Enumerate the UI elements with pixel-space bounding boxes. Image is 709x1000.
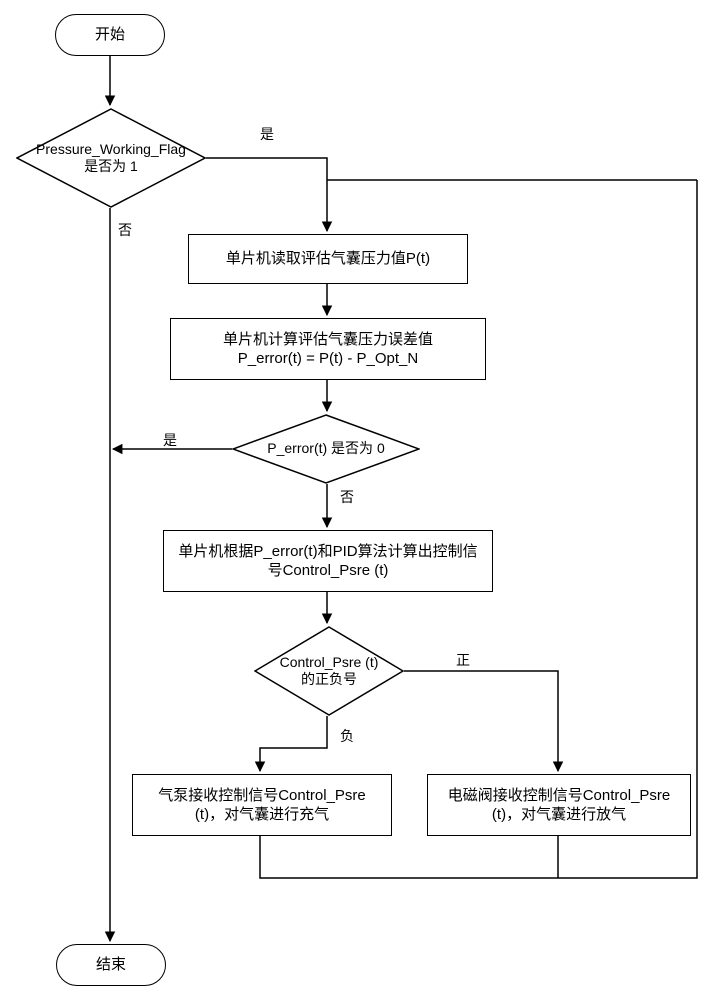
decision-flag-text: Pressure_Working_Flag 是否为 1	[36, 141, 186, 176]
end-node: 结束	[56, 944, 166, 986]
label-sign-neg: 负	[340, 726, 354, 746]
process-valve-text: 电磁阀接收控制信号Control_Psre (t)，对气囊进行放气	[442, 786, 676, 825]
label-sign-pos: 正	[456, 650, 470, 670]
decision-error-text: P_error(t) 是否为 0	[267, 440, 384, 458]
process-pid: 单片机根据P_error(t)和PID算法计算出控制信号Control_Psre…	[163, 530, 493, 592]
process-pid-text: 单片机根据P_error(t)和PID算法计算出控制信号Control_Psre…	[178, 542, 478, 581]
decision-sign: Control_Psre (t) 的正负号	[254, 626, 404, 716]
decision-flag: Pressure_Working_Flag 是否为 1	[16, 108, 206, 208]
label-flag-no: 否	[118, 220, 132, 240]
label-err-no: 否	[340, 487, 354, 507]
process-pump: 气泵接收控制信号Control_Psre (t)，对气囊进行充气	[132, 774, 392, 836]
label-flag-yes: 是	[260, 124, 274, 144]
process-valve: 电磁阀接收控制信号Control_Psre (t)，对气囊进行放气	[427, 774, 691, 836]
process-pump-text: 气泵接收控制信号Control_Psre (t)，对气囊进行充气	[147, 786, 377, 825]
start-node: 开始	[55, 14, 165, 56]
end-label: 结束	[96, 955, 126, 975]
process-read-text: 单片机读取评估气囊压力值P(t)	[226, 249, 430, 269]
start-label: 开始	[95, 25, 125, 45]
process-read: 单片机读取评估气囊压力值P(t)	[188, 234, 468, 284]
process-calc-error-text: 单片机计算评估气囊压力误差值 P_error(t) = P(t) - P_Opt…	[223, 330, 433, 369]
decision-sign-text: Control_Psre (t) 的正负号	[280, 654, 379, 689]
label-err-yes: 是	[163, 430, 177, 450]
process-calc-error: 单片机计算评估气囊压力误差值 P_error(t) = P(t) - P_Opt…	[170, 318, 486, 380]
decision-error: P_error(t) 是否为 0	[232, 414, 420, 484]
